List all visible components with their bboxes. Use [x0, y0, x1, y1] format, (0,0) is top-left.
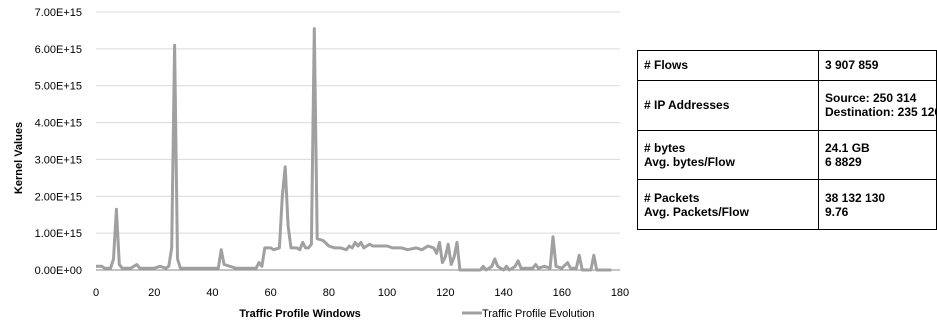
- table-row-packets: # Packets Avg. Packets/Flow 38 132 130 9.7…: [637, 179, 937, 230]
- x-tick-label: 100: [378, 287, 396, 299]
- x-axis-title: Traffic Profile Windows: [239, 308, 361, 320]
- row-value-secondary: 6 8829: [825, 154, 862, 169]
- row-label-cell: # Flows: [637, 50, 819, 81]
- statistics-table: # Flows 3 907 859 # IP Addresses Source:…: [637, 50, 937, 230]
- gridlines: [96, 11, 620, 234]
- x-tick-label: 40: [206, 287, 218, 299]
- row-label-cell: # bytes Avg. bytes/Flow: [637, 129, 819, 181]
- row-label: # Packets: [644, 190, 700, 205]
- x-tick-label: 0: [93, 287, 99, 299]
- y-tick-label: 2.00E+15: [35, 191, 82, 203]
- row-label: # bytes: [644, 140, 686, 155]
- row-label-cell: # IP Addresses: [637, 79, 819, 131]
- row-label: # Flows: [644, 58, 689, 73]
- row-value: 3 907 859: [825, 58, 879, 73]
- y-tick-label: 1.00E+15: [35, 228, 82, 240]
- y-tick-label: 0.00E+00: [35, 265, 82, 277]
- row-value-cell: 3 907 859: [818, 50, 937, 81]
- row-value-cell: 38 132 130 9.76: [818, 179, 937, 230]
- row-value-secondary: 9.76: [825, 204, 849, 219]
- y-tick-label: 5.00E+15: [35, 81, 82, 93]
- y-tick-label: 6.00E+15: [35, 44, 82, 56]
- table-row-flows: # Flows 3 907 859: [637, 50, 937, 81]
- x-axis-ticks: 0 20 40 60 80 100 120 140 160 180: [93, 287, 629, 299]
- x-tick-label: 20: [148, 287, 160, 299]
- y-tick-label: 7.00E+15: [35, 7, 82, 19]
- series-line-traffic-profile-evolution: [96, 27, 612, 272]
- row-label: # IP Addresses: [644, 98, 730, 113]
- x-tick-label: 180: [611, 287, 629, 299]
- legend-label: Traffic Profile Evolution: [482, 308, 595, 320]
- x-tick-label: 160: [553, 287, 571, 299]
- row-value: Source: 250 314: [825, 91, 917, 106]
- y-tick-label: 4.00E+15: [35, 118, 82, 130]
- y-axis-ticks: 0.00E+00 1.00E+15 2.00E+15 3.00E+15 4.00E+15…: [35, 7, 82, 277]
- y-axis-title: Kernel Values: [13, 122, 25, 194]
- row-value: 38 132 130: [825, 190, 886, 205]
- row-label-secondary: Avg. bytes/Flow: [644, 154, 735, 169]
- row-label-secondary: Avg. Packets/Flow: [644, 204, 749, 219]
- row-value-secondary: Destination: 235 120: [825, 105, 937, 120]
- y-tick-label: 3.00E+15: [35, 154, 82, 166]
- row-value-cell: Source: 250 314 Destination: 235 120: [818, 79, 937, 131]
- x-tick-label: 80: [323, 287, 335, 299]
- row-value: 24.1 GB: [825, 140, 870, 155]
- row-value-cell: 24.1 GB 6 8829: [818, 129, 937, 181]
- row-label-cell: # Packets Avg. Packets/Flow: [637, 179, 819, 230]
- table-row-ip-addresses: # IP Addresses Source: 250 314 Destinatio…: [637, 79, 937, 131]
- x-tick-label: 140: [494, 287, 512, 299]
- x-tick-label: 60: [265, 287, 277, 299]
- legend: Traffic Profile Evolution: [462, 308, 595, 320]
- table-row-bytes: # bytes Avg. bytes/Flow 24.1 GB 6 8829: [637, 129, 937, 181]
- x-tick-label: 120: [436, 287, 454, 299]
- line-chart: 0.00E+00 1.00E+15 2.00E+15 3.00E+15 4.00E+15…: [13, 7, 629, 320]
